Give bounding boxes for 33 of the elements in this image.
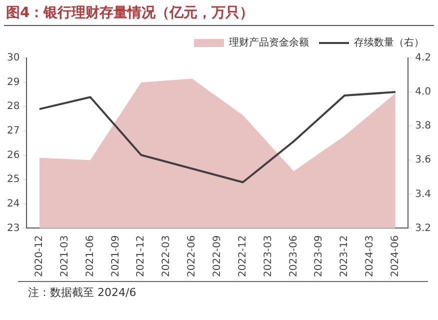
y-tick-label: 26 bbox=[6, 150, 20, 161]
x-tick-label: 2022-09 bbox=[212, 235, 224, 278]
x-tick-label: 2023-06 bbox=[288, 235, 300, 278]
y2-tick-label: 3.4 bbox=[415, 188, 432, 200]
x-tick-label: 2023-03 bbox=[262, 235, 274, 278]
y2-tick-label: 3.2 bbox=[415, 222, 432, 234]
x-tick-label: 2022-12 bbox=[237, 235, 248, 278]
x-tick-label: 2022-06 bbox=[186, 235, 198, 278]
text: 注：数据截至 2024/6 bbox=[28, 285, 136, 301]
y-tick-label: 30 bbox=[6, 52, 20, 64]
legend-label: 存续数量（右） bbox=[354, 36, 424, 49]
x-tick-label: 2021-03 bbox=[59, 235, 70, 278]
y-tick-label: 27 bbox=[6, 126, 20, 137]
x-tick-label: 2021-09 bbox=[110, 235, 122, 278]
y-tick-label: 24 bbox=[6, 198, 20, 210]
x-tick-label: 2020-12 bbox=[34, 235, 46, 278]
x-tick-label: 2021-06 bbox=[84, 235, 96, 278]
x-tick-label: 2024-06 bbox=[390, 235, 401, 278]
legend-label: 理财产品资金余额 bbox=[229, 36, 309, 49]
y2-tick-label: 4.2 bbox=[415, 52, 432, 64]
y-tick-label: 29 bbox=[6, 76, 20, 88]
y2-tick-label: 4.0 bbox=[415, 86, 432, 98]
y-tick-label: 23 bbox=[6, 222, 20, 234]
x-tick-label: 2023-09 bbox=[314, 235, 325, 278]
y2-tick-label: 3.8 bbox=[415, 120, 432, 132]
chart-title: 图4：银行理财存量情况（亿元，万只） bbox=[6, 4, 254, 22]
y2-tick-label: 3.6 bbox=[415, 154, 432, 166]
x-tick-label: 2022-03 bbox=[161, 235, 172, 278]
x-tick-label: 2021-12 bbox=[136, 235, 147, 278]
y-tick-label: 28 bbox=[6, 101, 20, 112]
x-tick-label: 2023-12 bbox=[339, 235, 350, 278]
y-tick-label: 25 bbox=[6, 174, 20, 186]
x-tick-label: 2024-03 bbox=[364, 235, 376, 278]
